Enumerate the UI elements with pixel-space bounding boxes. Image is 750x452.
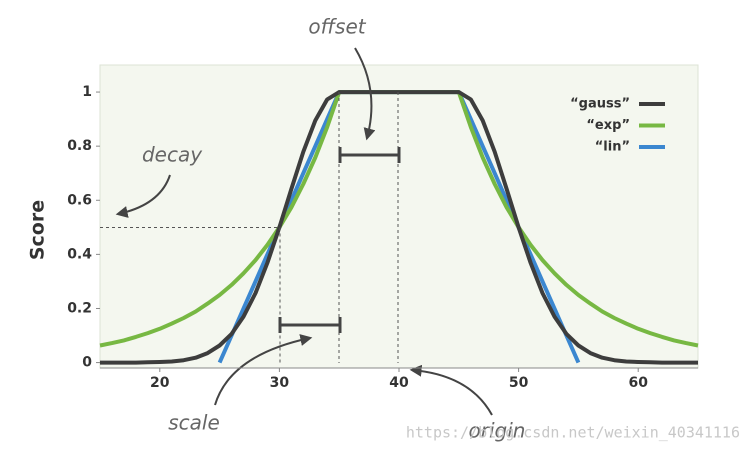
y-tick-label: 0.2 <box>67 300 92 316</box>
x-tick-label: 20 <box>150 375 170 391</box>
legend-label: “lin” <box>595 140 630 155</box>
y-tick-label: 1 <box>82 84 92 100</box>
series-line <box>100 90 698 365</box>
plot-area <box>99 64 699 369</box>
legend-label: “gauss” <box>570 97 630 112</box>
legend-label: “exp” <box>586 118 630 133</box>
x-tick-label: 40 <box>389 375 409 391</box>
annotation: offset <box>308 15 366 39</box>
x-tick-label: 60 <box>628 375 648 391</box>
watermark: https://blog.csdn.net/weixin_40341116 <box>406 424 740 442</box>
offset-bracket <box>338 147 401 163</box>
offset-arrow <box>354 47 376 141</box>
x-tick-label: 30 <box>270 375 290 391</box>
y-tick-label: 0.6 <box>67 192 92 208</box>
y-axis-label: Score <box>27 200 49 260</box>
x-tick-label: 50 <box>509 375 529 391</box>
scale-bracket <box>278 317 342 333</box>
y-tick-label: 0.8 <box>67 138 92 154</box>
annotation: origin <box>469 419 526 443</box>
origin-arrow <box>409 364 493 416</box>
y-tick-label: 0.4 <box>67 246 92 262</box>
scale-arrow <box>214 334 313 406</box>
decay-arrow <box>115 174 171 218</box>
annotation: decay <box>142 143 203 167</box>
annotation: scale <box>168 411 220 435</box>
y-tick-label: 0 <box>82 355 92 371</box>
curves <box>99 90 699 365</box>
